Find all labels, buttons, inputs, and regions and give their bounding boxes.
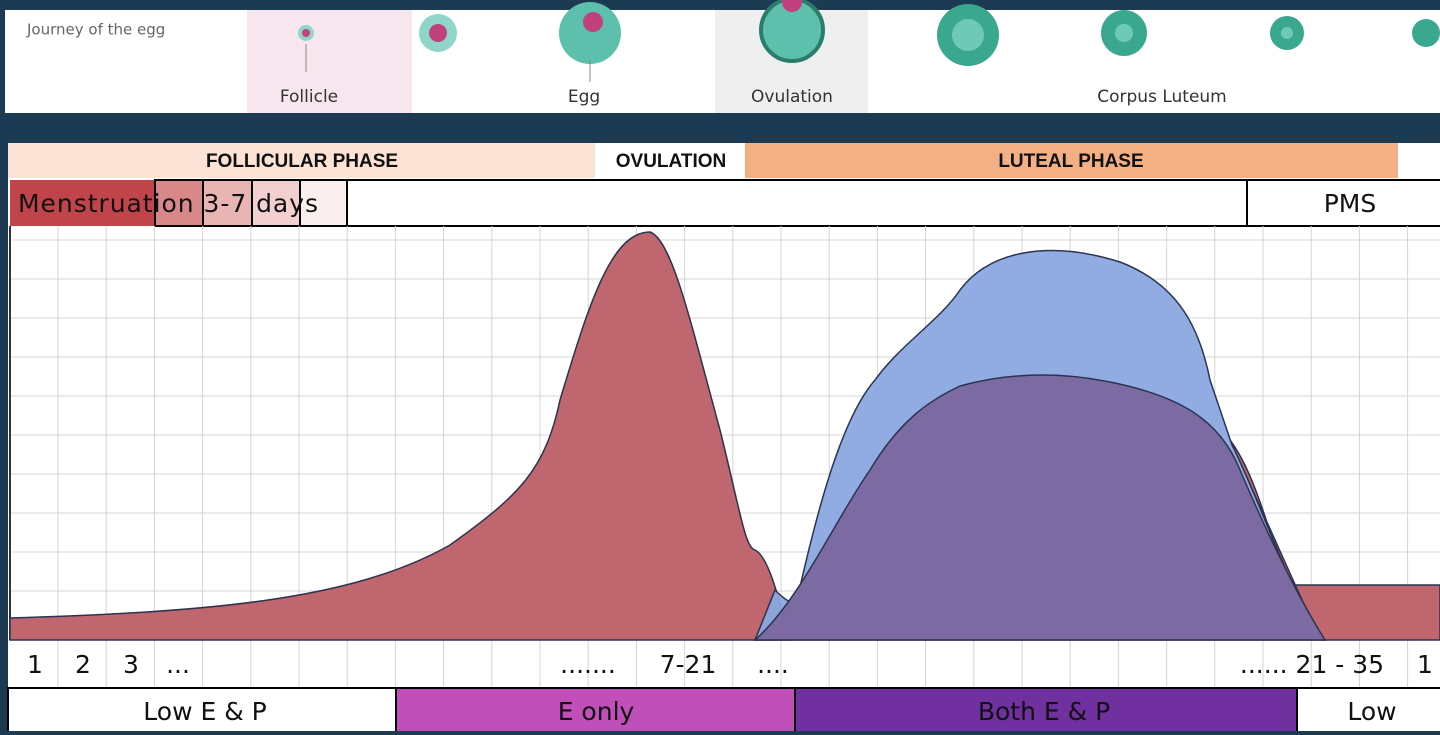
day-label: 3 [123,650,139,679]
menstruation-label: Menstruation 3-7 days [18,189,318,218]
journey-title: Journey of the egg [26,21,165,39]
phase-label: FOLLICULAR PHASE [206,151,398,172]
stage-label: Follicle [280,87,338,107]
stage-label: Corpus Luteum [1097,87,1227,107]
day-label: 2 [75,650,91,679]
day-label: 1 [1417,650,1433,679]
pms-label: PMS [1324,189,1377,218]
day-label: 1 [27,650,43,679]
day-label: 7-21 [660,650,717,679]
day-label: ...... 21 - 35 [1240,650,1384,679]
day-label: ....... [560,650,616,679]
hormone-label: Both E & P [978,697,1110,726]
stage-label: Ovulation [751,87,833,107]
day-label: ... [166,650,190,679]
phase-label: OVULATION [616,151,726,172]
hormone-label: Low [1347,697,1396,726]
stage-label: Egg [568,87,600,107]
day-label: .... [757,650,789,679]
hormone-label: E only [558,697,635,726]
phase-label: LUTEAL PHASE [998,151,1143,172]
hormone-label: Low E & P [143,697,266,726]
diagram: Journey of the egg Follicle Egg Ovulatio… [0,0,1440,731]
